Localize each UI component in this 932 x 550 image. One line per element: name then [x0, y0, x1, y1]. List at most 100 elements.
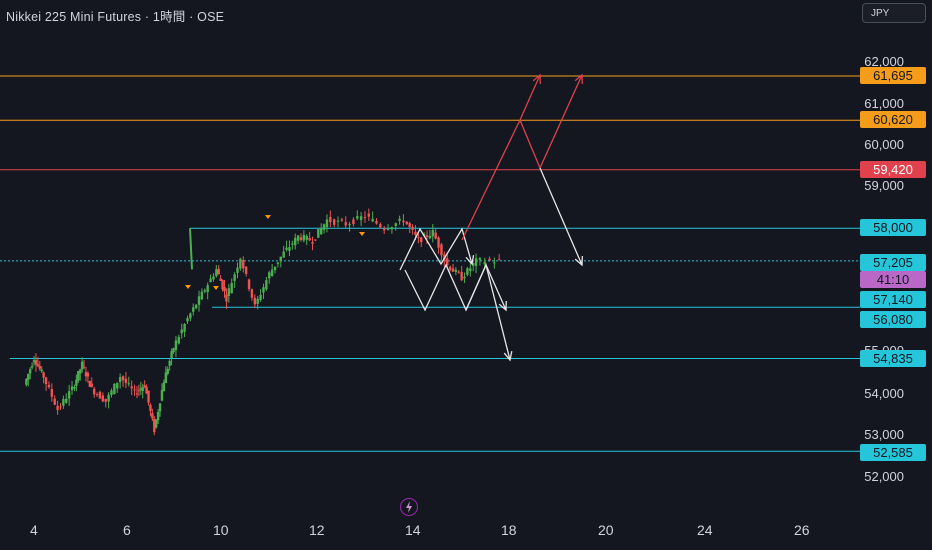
candle-body	[440, 244, 443, 256]
candle-body	[299, 237, 303, 240]
x-axis-label: 26	[794, 522, 810, 538]
candle-body	[250, 289, 254, 298]
candle-body	[259, 294, 262, 301]
candle-body	[398, 218, 401, 222]
candle-body	[70, 386, 74, 391]
candle-body	[478, 258, 482, 260]
candle-body	[56, 405, 59, 411]
range-marker	[189, 228, 193, 270]
candle-body	[62, 398, 65, 406]
candle-body	[294, 237, 297, 246]
candle-body	[133, 389, 136, 391]
candle-body	[160, 390, 164, 401]
candle-body	[471, 263, 475, 266]
candle-body	[164, 372, 168, 384]
candle-body	[130, 386, 133, 389]
candle-body	[408, 223, 411, 228]
candle-body	[363, 217, 367, 219]
candle-body	[104, 398, 107, 402]
candle-body	[322, 224, 326, 230]
candle-body	[107, 394, 110, 402]
candle-body	[101, 395, 105, 402]
candle-body	[25, 378, 28, 385]
candle-body	[137, 390, 141, 392]
x-axis-label: 12	[309, 522, 325, 538]
candle-body	[483, 262, 486, 265]
y-axis-label: 52,000	[864, 469, 904, 484]
candle-body	[466, 268, 469, 275]
projection-arrow-red-1-head	[532, 73, 541, 85]
candle-body	[180, 329, 183, 334]
projection-arrow-lower	[465, 263, 511, 361]
candle-body	[446, 258, 449, 266]
x-axis-label: 18	[501, 522, 517, 538]
price-tag-57140: 57,140	[860, 291, 926, 308]
candle-body	[329, 216, 332, 223]
candle-body	[194, 304, 198, 309]
candle-body	[262, 287, 265, 293]
candle-body	[156, 411, 160, 421]
candle-body	[417, 237, 420, 239]
candle-body	[79, 369, 82, 374]
candle-body	[308, 238, 311, 241]
lightning-button[interactable]	[400, 498, 418, 516]
candle-body	[319, 227, 323, 235]
candle-body	[141, 387, 144, 391]
candle-body	[98, 391, 102, 399]
x-axis-label: 20	[598, 522, 614, 538]
candle-body	[44, 377, 48, 385]
candle-body	[302, 234, 306, 241]
candle-body	[139, 388, 143, 390]
candle-body	[431, 230, 434, 237]
candle-body	[84, 372, 88, 377]
candle-body	[469, 268, 472, 271]
candle-body	[457, 271, 460, 273]
y-axis-label: 54,000	[864, 386, 904, 401]
candle-body	[371, 218, 374, 222]
candle-body	[162, 382, 166, 392]
candle-body	[186, 318, 189, 322]
candle-body	[405, 221, 409, 225]
candle-body	[88, 381, 92, 387]
candle-body	[127, 383, 130, 385]
candle-body	[149, 404, 152, 411]
projection-arrow-upper	[399, 227, 473, 271]
candle-body	[47, 384, 51, 388]
candle-body	[177, 337, 181, 344]
candle-body	[247, 279, 251, 290]
symbol-title[interactable]: Nikkei 225 Mini Futures · 1時間 · OSE	[6, 10, 225, 24]
candle-body	[253, 297, 257, 305]
candle-body	[209, 278, 212, 283]
candle-body	[236, 267, 239, 273]
candle-body	[414, 231, 417, 235]
y-axis-label: 53,000	[864, 427, 904, 442]
price-tag-52585: 52,585	[860, 444, 926, 461]
price-tag-59420: 59,420	[860, 161, 926, 178]
candle-body	[268, 272, 271, 279]
candle-body	[155, 419, 158, 428]
x-axis-label: 24	[697, 522, 713, 538]
candle-body	[151, 413, 154, 419]
candle-body	[183, 324, 186, 332]
candle-body	[474, 258, 478, 266]
candle-body	[242, 259, 245, 269]
candle-body	[367, 213, 371, 217]
candle-body	[273, 266, 277, 271]
candle-body	[279, 256, 282, 262]
candle-body	[212, 276, 215, 280]
candle-body	[90, 383, 93, 387]
y-axis-label: 62,000	[864, 54, 904, 69]
candle-body	[460, 272, 463, 281]
candle-body	[434, 232, 437, 239]
candle-body	[174, 340, 178, 351]
candle-body	[80, 361, 84, 370]
candle-body	[223, 287, 226, 292]
candle-body	[344, 222, 347, 226]
lightning-icon	[406, 501, 412, 513]
candle-body	[206, 285, 209, 293]
currency-button[interactable]: JPY	[862, 3, 926, 23]
x-axis-label: 10	[213, 522, 229, 538]
candle-body	[36, 364, 40, 366]
